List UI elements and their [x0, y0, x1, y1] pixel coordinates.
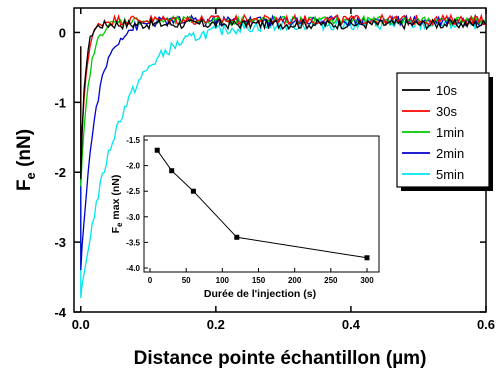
main-y-axis-title-unit: (nN) — [14, 129, 35, 172]
main-y-axis-title-main: F — [14, 179, 35, 191]
inset-x-tick-label: 0 — [148, 276, 153, 285]
main-y-tick-label: -3 — [54, 235, 66, 250]
legend-label-10s: 10s — [436, 83, 457, 98]
main-x-tick-label: 0.6 — [477, 317, 495, 332]
inset-y-tick-label: -3.0 — [126, 213, 140, 222]
legend-items: 10s 30s 1min 2min 5min — [402, 83, 464, 182]
series-line-30s — [80, 13, 486, 166]
inset-y-tick-label: -1.5 — [126, 136, 140, 145]
main-ticks: 0.0 0.2 0.4 0.6 0 -1 -2 -3 -4 — [54, 8, 495, 332]
inset-x-tick-label: 250 — [324, 276, 338, 285]
inset-x-tick-label: 100 — [216, 276, 230, 285]
main-series-group — [80, 13, 486, 299]
inset-data-point — [234, 234, 240, 240]
inset-x-axis-title: Durée de l'injection (s) — [204, 288, 316, 300]
main-x-tick-label: 0.2 — [207, 317, 225, 332]
legend-label-2min: 2min — [436, 146, 464, 161]
inset-y-axis-title: Fe max (nN) — [110, 175, 124, 234]
series-line-10s — [80, 16, 486, 180]
main-x-tick-label: 0.4 — [342, 317, 361, 332]
legend: 10s 30s 1min 2min 5min — [396, 72, 493, 191]
legend-box — [396, 72, 490, 188]
inset-chart: 0 50 100 150 200 250 300 -1.5 -2.0 -2.5 -3.0 -3.5 -4… — [110, 135, 380, 300]
inset-ticks: 0 50 100 150 200 250 300 -1.5 -2.0 -2.5 -3.0 -3.5 -4… — [126, 136, 374, 285]
main-x-tick-label: 0.0 — [72, 317, 90, 332]
legend-label-5min: 5min — [436, 167, 464, 182]
main-y-axis-title-sub: e — [23, 172, 38, 179]
inset-y-tick-label: -4.0 — [126, 264, 140, 273]
inset-data-point — [154, 147, 160, 153]
main-y-tick-label: -1 — [54, 95, 66, 110]
main-y-tick-label: 0 — [59, 25, 66, 40]
inset-plot-frame — [143, 135, 380, 273]
legend-label-30s: 30s — [436, 104, 457, 119]
inset-y-axis-title-sub: e — [115, 222, 124, 227]
inset-x-tick-label: 50 — [182, 276, 191, 285]
main-y-axis-title: Fe (nN) — [14, 129, 38, 191]
inset-x-tick-label: 300 — [360, 276, 374, 285]
inset-x-tick-label: 200 — [288, 276, 302, 285]
inset-y-axis-title-unit: max (nN) — [110, 175, 122, 223]
inset-data-point — [364, 255, 370, 261]
legend-label-1min: 1min — [436, 125, 464, 140]
inset-data-point — [190, 188, 196, 194]
main-y-tick-label: -4 — [54, 305, 66, 320]
main-x-axis-title: Distance pointe échantillon (µm) — [134, 348, 427, 369]
inset-y-tick-label: -2.0 — [126, 162, 140, 171]
inset-y-tick-label: -3.5 — [126, 238, 140, 247]
main-y-tick-label: -2 — [54, 165, 66, 180]
inset-marks — [154, 147, 370, 261]
inset-x-tick-label: 150 — [252, 276, 266, 285]
inset-y-tick-label: -2.5 — [126, 187, 140, 196]
inset-y-axis-title-main: F — [110, 226, 122, 233]
inset-data-point — [169, 168, 175, 174]
